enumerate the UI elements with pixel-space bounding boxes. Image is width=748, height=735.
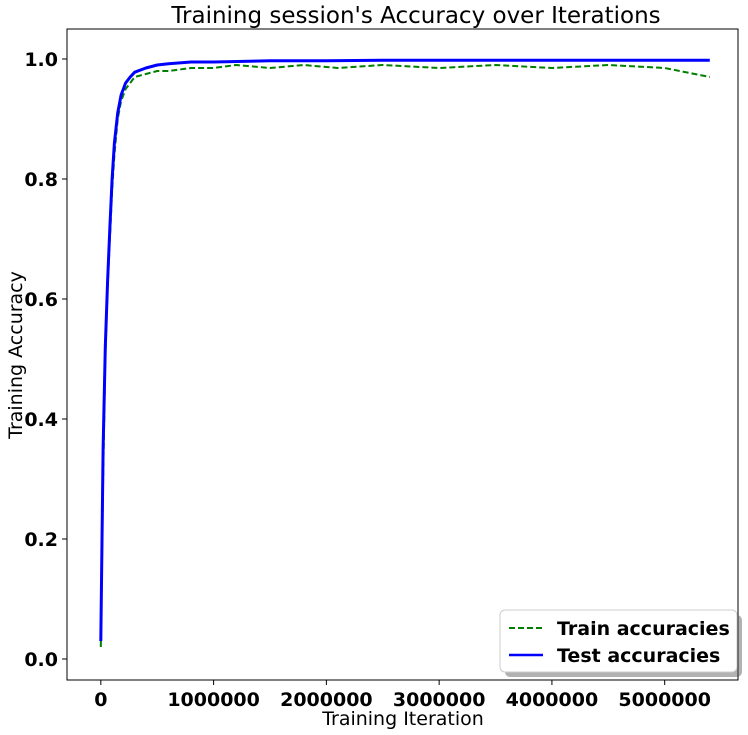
y-tick-label: 0.8 (24, 169, 58, 191)
x-tick-label: 3000000 (393, 689, 486, 711)
y-axis-label: Training Accuracy (5, 271, 27, 440)
legend: Train accuracies Test accuracies (499, 609, 742, 677)
legend-label-train: Train accuracies (557, 618, 730, 640)
chart-title: Training session's Accuracy over Iterati… (170, 3, 660, 29)
y-tick-label: 0.6 (24, 289, 58, 311)
plot-area (66, 28, 739, 681)
x-tick-label: 1000000 (167, 689, 260, 711)
y-tick-label: 1.0 (24, 49, 58, 71)
x-axis-ticks: 0 1000000 2000000 3000000 4000000 5000000 (94, 680, 711, 711)
y-tick-label: 0.0 (24, 649, 58, 671)
y-tick-label: 0.4 (24, 409, 58, 431)
legend-box (499, 609, 738, 673)
x-tick-label: 0 (94, 689, 107, 711)
y-tick-label: 0.2 (24, 529, 58, 551)
x-tick-label: 4000000 (506, 689, 599, 711)
y-axis-ticks: 0.0 0.2 0.4 0.6 0.8 1.0 (24, 49, 67, 671)
series-layer (99, 58, 710, 648)
x-tick-label: 5000000 (618, 689, 711, 711)
x-axis-label: Training Iteration (321, 708, 484, 730)
legend-label-test: Test accuracies (557, 645, 720, 667)
x-tick-label: 2000000 (280, 689, 373, 711)
series-line-test (99, 58, 710, 642)
